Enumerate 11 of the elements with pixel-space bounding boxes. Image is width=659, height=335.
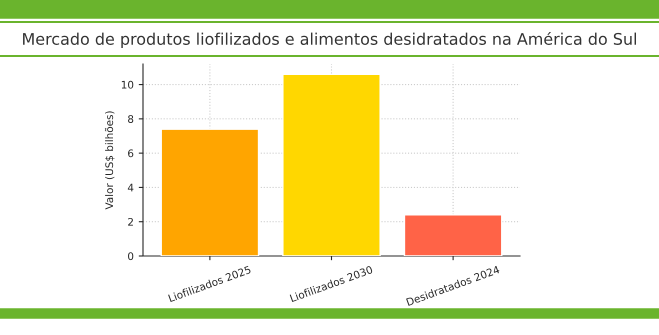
bar [404,214,502,256]
y-tick-label: 2 [128,218,133,226]
chart-title: Mercado de produtos liofilizados e alimentos desidratados na América do Sul [23,32,636,48]
y-tick-label: 0 [128,252,134,260]
bar [282,74,381,256]
y-tick-label: 10 [122,80,134,89]
bar [160,128,260,256]
y-tick-label: 4 [128,184,134,192]
y-tick-label: 8 [128,115,134,123]
y-axis-title: Valor (US$ bilhões) [104,111,115,210]
y-tick-label: 6 [128,149,134,158]
